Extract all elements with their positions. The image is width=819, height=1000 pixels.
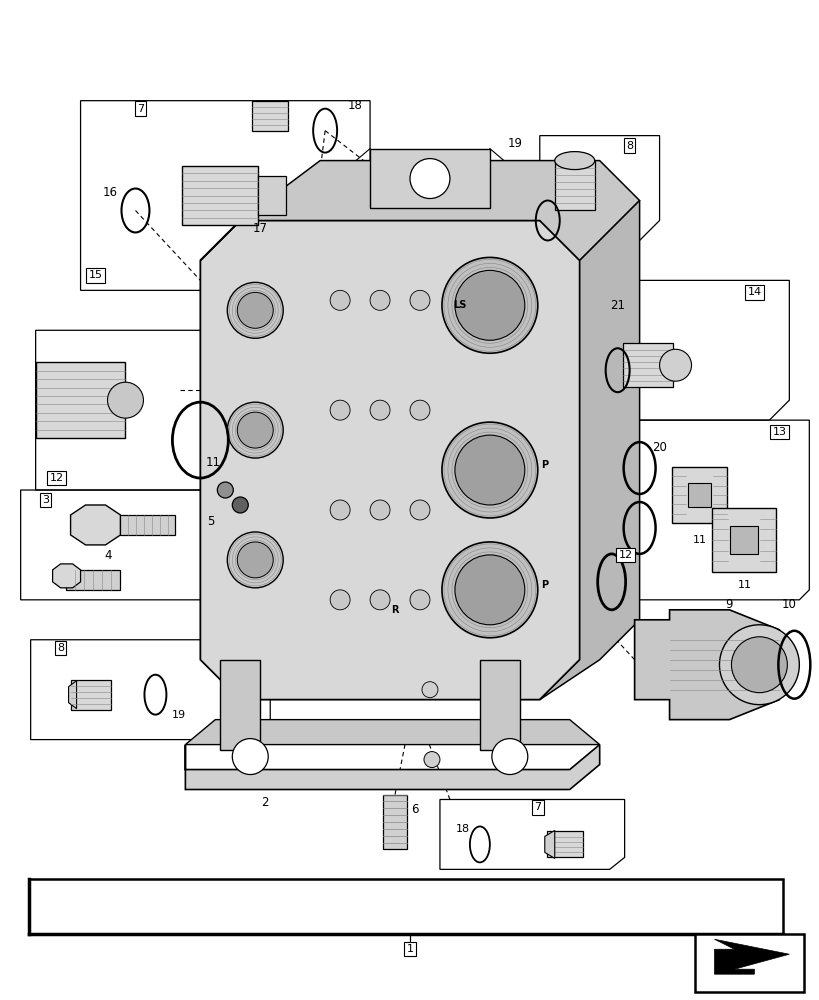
Circle shape (410, 159, 450, 199)
Bar (382, 795, 406, 849)
Polygon shape (686, 483, 711, 507)
Circle shape (658, 349, 690, 381)
Text: 12: 12 (618, 550, 632, 560)
Bar (712, 508, 776, 572)
Bar (35, 362, 125, 438)
Circle shape (455, 270, 524, 340)
Circle shape (217, 482, 233, 498)
Circle shape (369, 400, 390, 420)
Text: 21: 21 (609, 299, 624, 312)
Text: 3: 3 (42, 495, 49, 505)
Text: 2: 2 (261, 796, 269, 809)
Text: 19: 19 (171, 710, 185, 720)
Circle shape (330, 290, 350, 310)
Circle shape (227, 532, 283, 588)
Bar (29, 879, 782, 934)
Circle shape (237, 542, 273, 578)
Text: 4: 4 (105, 549, 112, 562)
Circle shape (410, 290, 429, 310)
Circle shape (718, 625, 799, 705)
Circle shape (410, 590, 429, 610)
Circle shape (441, 542, 537, 638)
Polygon shape (539, 201, 639, 700)
Circle shape (330, 500, 350, 520)
Circle shape (441, 257, 537, 353)
Circle shape (369, 500, 390, 520)
Polygon shape (713, 939, 789, 974)
Circle shape (455, 435, 524, 505)
Text: 8: 8 (57, 643, 64, 653)
Text: 9: 9 (725, 598, 732, 611)
Text: 16: 16 (103, 186, 118, 199)
Bar (120, 515, 175, 535)
Text: 7: 7 (137, 104, 144, 114)
Text: LS: LS (453, 300, 466, 310)
Circle shape (369, 290, 390, 310)
Polygon shape (200, 220, 579, 700)
Text: 11: 11 (736, 580, 750, 590)
Text: 17: 17 (252, 222, 268, 235)
Ellipse shape (554, 152, 594, 170)
Text: 12: 12 (49, 473, 64, 483)
Text: 14: 14 (746, 287, 761, 297)
Polygon shape (185, 720, 599, 745)
Text: 13: 13 (771, 427, 785, 437)
Bar (182, 166, 258, 225)
Circle shape (330, 590, 350, 610)
Bar (671, 467, 726, 523)
Circle shape (237, 412, 273, 448)
Bar (66, 570, 120, 590)
Text: 18: 18 (455, 824, 469, 834)
Bar (258, 176, 286, 215)
Circle shape (410, 400, 429, 420)
Text: R: R (391, 605, 398, 615)
Circle shape (455, 555, 524, 625)
Circle shape (423, 752, 440, 768)
Polygon shape (634, 610, 778, 720)
Circle shape (330, 400, 350, 420)
Text: P: P (541, 460, 548, 470)
Text: P: P (541, 580, 548, 590)
Circle shape (410, 500, 429, 520)
Text: 1: 1 (406, 944, 413, 954)
Text: 8: 8 (625, 141, 632, 151)
Bar (252, 101, 287, 131)
Text: 5: 5 (206, 515, 214, 528)
Text: 19: 19 (507, 137, 522, 150)
Text: 6: 6 (411, 803, 419, 816)
Text: 10: 10 (781, 598, 796, 611)
Circle shape (731, 637, 786, 693)
Circle shape (107, 382, 143, 418)
Bar (694, 934, 803, 992)
Text: 20: 20 (651, 441, 666, 454)
Polygon shape (70, 505, 120, 545)
Circle shape (369, 590, 390, 610)
Text: 11: 11 (206, 456, 220, 469)
Circle shape (232, 739, 268, 775)
Text: 7: 7 (533, 802, 541, 812)
Circle shape (232, 497, 248, 513)
Text: 18: 18 (347, 99, 362, 112)
Text: 11: 11 (692, 535, 706, 545)
Bar (554, 161, 594, 210)
Polygon shape (185, 745, 599, 790)
Circle shape (441, 422, 537, 518)
Bar (369, 149, 489, 208)
Bar (546, 831, 582, 857)
Polygon shape (200, 161, 639, 260)
Circle shape (227, 282, 283, 338)
Polygon shape (69, 681, 76, 709)
Polygon shape (730, 526, 758, 554)
Polygon shape (544, 830, 554, 858)
Bar (622, 343, 672, 387)
Circle shape (227, 402, 283, 458)
Polygon shape (52, 564, 80, 588)
Text: 15: 15 (88, 270, 102, 280)
Polygon shape (479, 660, 519, 750)
Circle shape (491, 739, 527, 775)
Circle shape (422, 682, 437, 698)
Bar (70, 680, 111, 710)
Polygon shape (220, 660, 260, 750)
Circle shape (237, 292, 273, 328)
